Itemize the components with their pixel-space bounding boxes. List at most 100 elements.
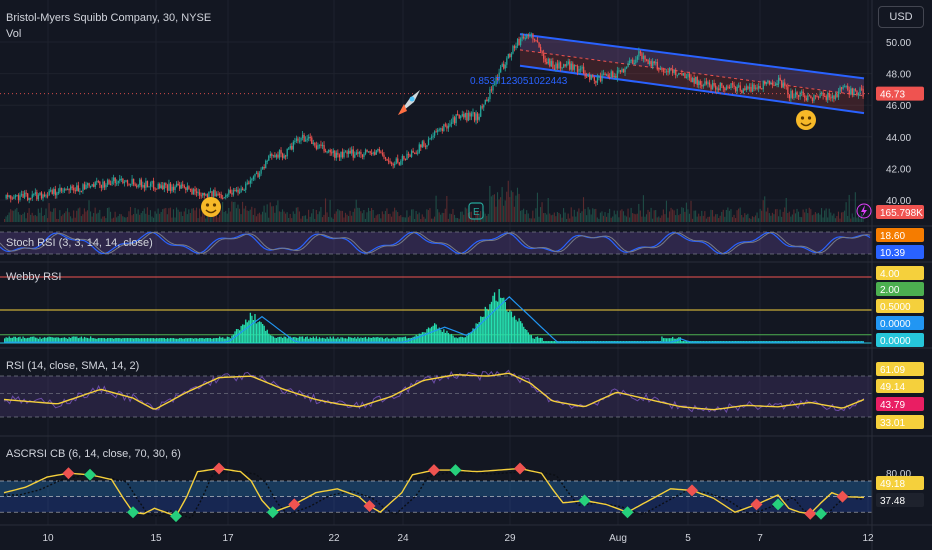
dividend-icon[interactable] [856, 203, 872, 219]
rocket-flame [398, 104, 407, 115]
webby-bar [464, 337, 467, 343]
candle-body [834, 94, 837, 99]
volume-bar [369, 210, 371, 222]
currency-button[interactable]: USD [878, 6, 924, 28]
volume-bar [606, 216, 608, 222]
webby-bar [14, 336, 17, 343]
webby-bar [469, 333, 471, 343]
ascrsi-pane[interactable] [0, 462, 872, 523]
webby-bar [62, 337, 64, 343]
candle-body [177, 183, 179, 186]
candle-body [398, 162, 400, 165]
candle-body [781, 80, 783, 88]
candle-body [13, 197, 15, 199]
volume-bar [145, 213, 147, 222]
candle-body [520, 38, 522, 46]
candle-body [217, 193, 219, 195]
candle-body [535, 40, 537, 42]
candle-body [653, 61, 655, 64]
candle-body [434, 131, 436, 136]
candle-body [768, 80, 771, 85]
candle-body [632, 59, 634, 64]
candle-body [635, 59, 637, 64]
stoch-rsi-pane[interactable] [0, 231, 872, 255]
volume-bar [661, 215, 663, 222]
candle-body [134, 184, 136, 186]
candle-body [745, 86, 748, 90]
candle-body [621, 68, 623, 72]
rsi-pane[interactable] [0, 369, 872, 418]
volume-bar [770, 215, 772, 222]
candle-body [27, 193, 29, 200]
rsi-value-tag: 43.79 [880, 400, 905, 411]
candle-body [824, 95, 826, 97]
volume-bar [675, 215, 677, 222]
candle-body [34, 192, 37, 195]
candle-body [602, 73, 605, 75]
candle-body [248, 182, 250, 184]
volume-bar [203, 213, 205, 222]
volume-bar [217, 217, 219, 222]
volume-bar [364, 218, 366, 222]
webby-bar [481, 316, 483, 343]
time-axis[interactable]: 10 15 17 22 24 29 Aug 5 7 12 [42, 533, 874, 544]
candle-body [320, 144, 322, 146]
volume-bar [627, 208, 629, 222]
volume-bar [672, 209, 674, 222]
candle-body [172, 186, 175, 190]
candle-body [785, 85, 787, 87]
volume-bar [801, 217, 803, 222]
webby-bar [369, 337, 371, 343]
volume-bar [281, 209, 284, 222]
candle-body [656, 62, 658, 70]
volume-bar [665, 200, 667, 222]
stoch-k-tag: 18.60 [880, 231, 905, 242]
candle-body [641, 53, 643, 60]
webby-bar [303, 338, 305, 343]
webby-bar [151, 338, 153, 343]
volume-bar [7, 215, 9, 222]
webby-bar [412, 336, 414, 343]
volume-bar [343, 217, 345, 222]
volume-bar [275, 205, 277, 222]
volume-bar [361, 213, 363, 222]
volume-bar [317, 214, 319, 222]
candle-body [280, 150, 282, 154]
candle-body [211, 191, 213, 197]
volume-bar [60, 216, 62, 222]
candle-body [856, 90, 858, 96]
webby-bar [154, 338, 156, 343]
earnings-marker[interactable]: E [468, 202, 484, 220]
candle-body [725, 86, 728, 91]
volume-bar [656, 217, 658, 222]
candle-body [688, 73, 691, 78]
volume-bar [573, 209, 575, 222]
webby-rsi-pane[interactable] [0, 276, 872, 344]
candle-body [572, 63, 574, 70]
emoji-eye [800, 116, 805, 120]
volume-bar [200, 216, 202, 222]
candle-body [718, 88, 720, 91]
price-axis[interactable]: 50.0048.0046.0044.0042.0040.0046.73165.7… [876, 38, 924, 507]
candle-body [452, 117, 454, 123]
candle-body [306, 138, 308, 141]
volume-bar [312, 208, 314, 222]
volume-bar [80, 216, 82, 222]
candle-body [76, 185, 78, 192]
volume-bar [140, 213, 142, 222]
volume-bar [564, 212, 566, 222]
candle-body [341, 151, 344, 158]
webby-bar [446, 330, 448, 343]
volume-bar [323, 214, 325, 222]
webby-bar [535, 337, 537, 343]
volume-bar [113, 217, 115, 222]
webby-bar [447, 333, 450, 343]
volume-bar [65, 211, 67, 222]
candle-body [137, 185, 139, 187]
candle-body [274, 155, 276, 158]
price-pane[interactable]: E [0, 31, 872, 222]
webby-bar [74, 336, 76, 343]
candle-body [340, 151, 342, 158]
